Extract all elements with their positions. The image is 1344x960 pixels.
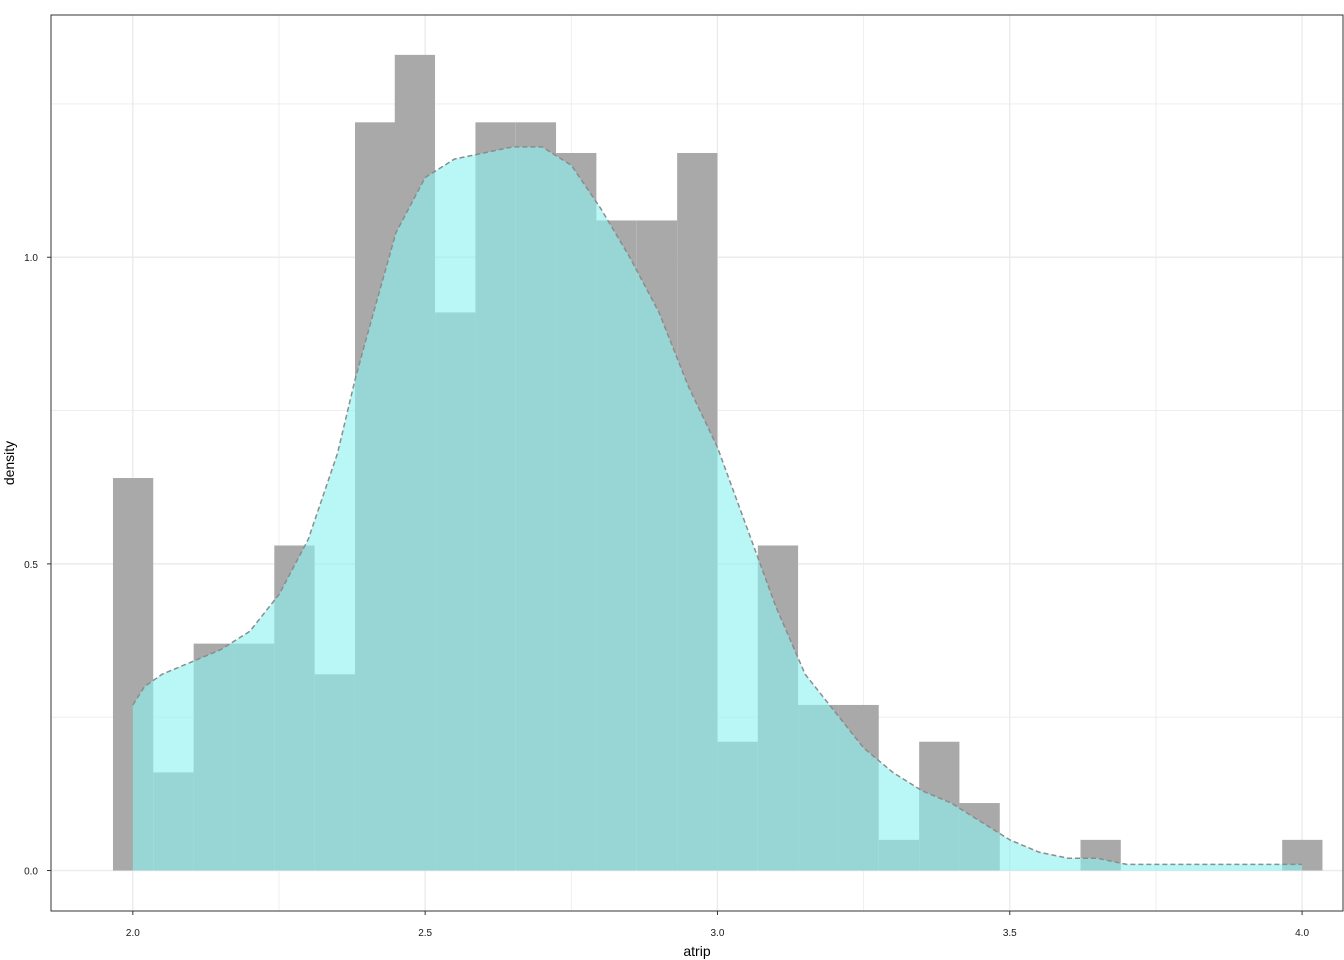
density-line — [132, 146, 1303, 866]
y-axis-title: density — [1, 441, 17, 485]
density-area — [132, 146, 1303, 871]
x-tick-label: 3.5 — [1003, 928, 1017, 939]
x-axis-title: atrip — [683, 943, 710, 959]
x-tick-label: 2.5 — [418, 928, 432, 939]
y-tick-label: 1.0 — [24, 253, 38, 264]
y-tick-label: 0.0 — [24, 867, 38, 878]
density-curve — [132, 146, 1303, 871]
x-tick-label: 3.0 — [711, 928, 725, 939]
x-axis-ticks: 2.0 2.5 3.0 3.5 4.0 — [126, 911, 1309, 939]
y-tick-label: 0.5 — [24, 560, 38, 571]
panel-border — [50, 14, 1344, 912]
x-tick-label: 4.0 — [1295, 928, 1309, 939]
x-tick-label: 2.0 — [126, 928, 140, 939]
y-axis-ticks: 0.0 0.5 1.0 — [24, 253, 51, 878]
